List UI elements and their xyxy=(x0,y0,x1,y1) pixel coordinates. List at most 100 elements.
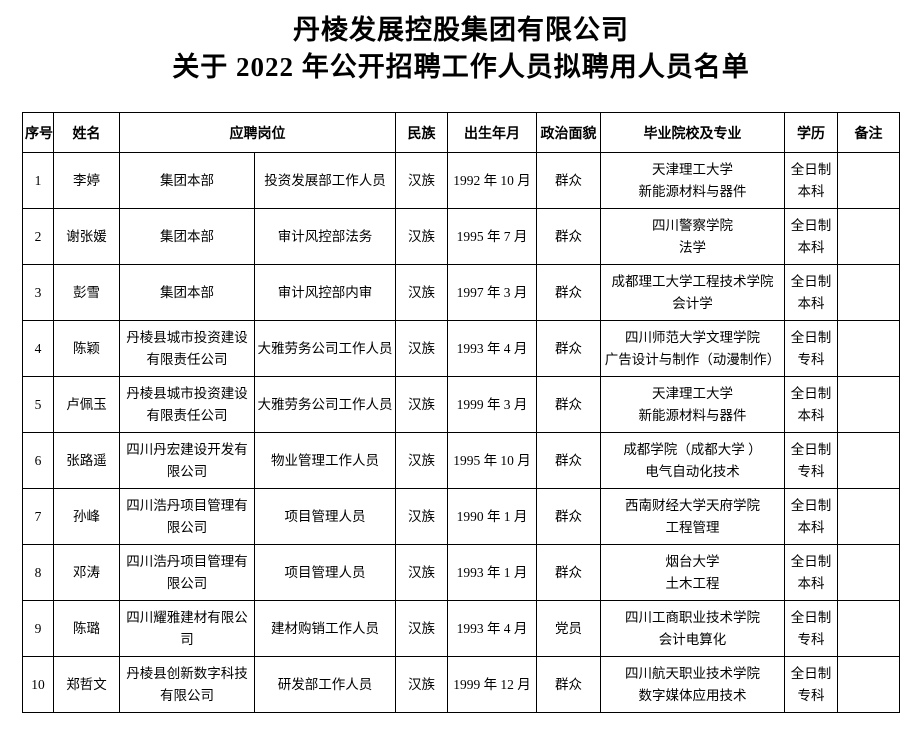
cell-degree: 全日制 专科 xyxy=(784,600,838,657)
cell-degree: 全日制 本科 xyxy=(784,376,838,433)
cell-remark xyxy=(837,376,900,433)
header-cell: 备注 xyxy=(837,112,900,153)
cell-ethnicity: 汉族 xyxy=(395,320,448,377)
cell-birth: 1993 年 1 月 xyxy=(447,544,537,601)
cell-ethnicity: 汉族 xyxy=(395,544,448,601)
cell-ethnicity: 汉族 xyxy=(395,376,448,433)
cell-no: 10 xyxy=(22,656,54,713)
table-row: 6 张路遥 四川丹宏建设开发有限公司 物业管理工作人员 汉族 1995 年 10 月群众成… xyxy=(22,432,900,489)
cell-name: 彭雪 xyxy=(53,264,120,321)
table-row: 2 谢张媛 集团本部 审计风控部法务 汉族 1995 年 7 月群众 四川警察学院 法学 全日… xyxy=(22,208,900,265)
cell-school: 天津理工大学 新能源材料与器件 xyxy=(600,152,785,209)
cell-degree: 全日制 本科 xyxy=(784,544,838,601)
cell-remark xyxy=(837,544,900,601)
cell-company: 集团本部 xyxy=(119,208,255,265)
cell-remark xyxy=(837,488,900,545)
cell-position: 项目管理人员 xyxy=(254,544,396,601)
cell-birth: 1995 年 10 月 xyxy=(447,432,537,489)
cell-name: 谢张媛 xyxy=(53,208,120,265)
cell-name: 张路遥 xyxy=(53,432,120,489)
cell-company: 四川浩丹项目管理有限公司 xyxy=(119,488,255,545)
cell-no: 5 xyxy=(22,376,54,433)
cell-political: 群众 xyxy=(536,152,601,209)
cell-birth: 1995 年 7 月 xyxy=(447,208,537,265)
header-cell: 毕业院校及专业 xyxy=(600,112,785,153)
cell-no: 4 xyxy=(22,320,54,377)
cell-remark xyxy=(837,208,900,265)
cell-position: 物业管理工作人员 xyxy=(254,432,396,489)
cell-company: 四川浩丹项目管理有限公司 xyxy=(119,544,255,601)
table-row: 1 李婷 集团本部 投资发展部工作人员 汉族 1992 年 10 月群众 天津理工大学 新能… xyxy=(22,152,900,209)
cell-birth: 1993 年 4 月 xyxy=(447,600,537,657)
table-body: 1 李婷 集团本部 投资发展部工作人员 汉族 1992 年 10 月群众 天津理工大学 新能… xyxy=(22,152,900,713)
cell-ethnicity: 汉族 xyxy=(395,152,448,209)
header-cell: 应聘岗位 xyxy=(119,112,396,153)
cell-position: 大雅劳务公司工作人员 xyxy=(254,320,396,377)
cell-name: 孙峰 xyxy=(53,488,120,545)
table-row: 9 陈璐 四川耀雅建材有限公司 建材购销工作人员 汉族 1993 年 4 月党员 四川工商职… xyxy=(22,600,900,657)
cell-name: 陈璐 xyxy=(53,600,120,657)
cell-ethnicity: 汉族 xyxy=(395,264,448,321)
cell-name: 郑哲文 xyxy=(53,656,120,713)
cell-degree: 全日制 本科 xyxy=(784,488,838,545)
cell-birth: 1990 年 1 月 xyxy=(447,488,537,545)
cell-company: 四川耀雅建材有限公司 xyxy=(119,600,255,657)
cell-school: 烟台大学 土木工程 xyxy=(600,544,785,601)
cell-political: 群众 xyxy=(536,432,601,489)
cell-political: 群众 xyxy=(536,320,601,377)
recruitment-roster-table: 序号 姓名 应聘岗位 民族 出生年月 政治面貌 毕业院校及专业 学历 备注 1 李婷 集团本部 投资发… xyxy=(22,112,900,713)
cell-name: 卢佩玉 xyxy=(53,376,120,433)
table-row: 10 郑哲文 丹棱县创新数字科技有限公司 研发部工作人员 汉族 1999 年 12 月群众… xyxy=(22,656,900,713)
cell-birth: 1999 年 12 月 xyxy=(447,656,537,713)
cell-degree: 全日制 本科 xyxy=(784,208,838,265)
table-row: 4 陈颖 丹棱县城市投资建设有限责任公司 大雅劳务公司工作人员 汉族 1993 年 4 月… xyxy=(22,320,900,377)
table-header-row: 序号 姓名 应聘岗位 民族 出生年月 政治面貌 毕业院校及专业 学历 备注 xyxy=(22,112,900,153)
header-cell: 序号 xyxy=(22,112,54,153)
cell-school: 西南财经大学天府学院 工程管理 xyxy=(600,488,785,545)
cell-school: 四川航天职业技术学院 数字媒体应用技术 xyxy=(600,656,785,713)
cell-position: 研发部工作人员 xyxy=(254,656,396,713)
cell-remark xyxy=(837,320,900,377)
cell-position: 项目管理人员 xyxy=(254,488,396,545)
cell-political: 群众 xyxy=(536,488,601,545)
cell-school: 成都学院（成都大学 ） 电气自动化技术 xyxy=(600,432,785,489)
cell-no: 9 xyxy=(22,600,54,657)
header-cell: 姓名 xyxy=(53,112,120,153)
cell-birth: 1997 年 3 月 xyxy=(447,264,537,321)
cell-company: 丹棱县城市投资建设有限责任公司 xyxy=(119,376,255,433)
cell-political: 群众 xyxy=(536,208,601,265)
cell-company: 集团本部 xyxy=(119,152,255,209)
cell-company: 四川丹宏建设开发有限公司 xyxy=(119,432,255,489)
cell-company: 丹棱县创新数字科技有限公司 xyxy=(119,656,255,713)
title-subject: 关于 2022 年公开招聘工作人员拟聘用人员名单 xyxy=(172,52,750,82)
cell-no: 2 xyxy=(22,208,54,265)
cell-no: 6 xyxy=(22,432,54,489)
cell-name: 陈颖 xyxy=(53,320,120,377)
cell-political: 党员 xyxy=(536,600,601,657)
cell-remark xyxy=(837,600,900,657)
cell-name: 李婷 xyxy=(53,152,120,209)
cell-ethnicity: 汉族 xyxy=(395,656,448,713)
cell-ethnicity: 汉族 xyxy=(395,488,448,545)
cell-no: 3 xyxy=(22,264,54,321)
cell-position: 审计风控部法务 xyxy=(254,208,396,265)
cell-degree: 全日制 专科 xyxy=(784,656,838,713)
cell-remark xyxy=(837,432,900,489)
table-row: 7 孙峰 四川浩丹项目管理有限公司 项目管理人员 汉族 1990 年 1 月群众 西南财经大… xyxy=(22,488,900,545)
cell-no: 7 xyxy=(22,488,54,545)
cell-school: 成都理工大学工程技术学院 会计学 xyxy=(600,264,785,321)
cell-position: 审计风控部内审 xyxy=(254,264,396,321)
cell-degree: 全日制 专科 xyxy=(784,432,838,489)
document-title: 丹棱发展控股集团有限公司 关于 2022 年公开招聘工作人员拟聘用人员名单 xyxy=(0,0,922,86)
header-cell: 学历 xyxy=(784,112,838,153)
cell-no: 1 xyxy=(22,152,54,209)
cell-degree: 全日制 专科 xyxy=(784,320,838,377)
cell-political: 群众 xyxy=(536,544,601,601)
cell-political: 群众 xyxy=(536,656,601,713)
cell-company: 丹棱县城市投资建设有限责任公司 xyxy=(119,320,255,377)
cell-name: 邓涛 xyxy=(53,544,120,601)
cell-remark xyxy=(837,264,900,321)
cell-no: 8 xyxy=(22,544,54,601)
table-row: 3 彭雪 集团本部 审计风控部内审 汉族 1997 年 3 月群众 成都理工大学工程技术学院… xyxy=(22,264,900,321)
